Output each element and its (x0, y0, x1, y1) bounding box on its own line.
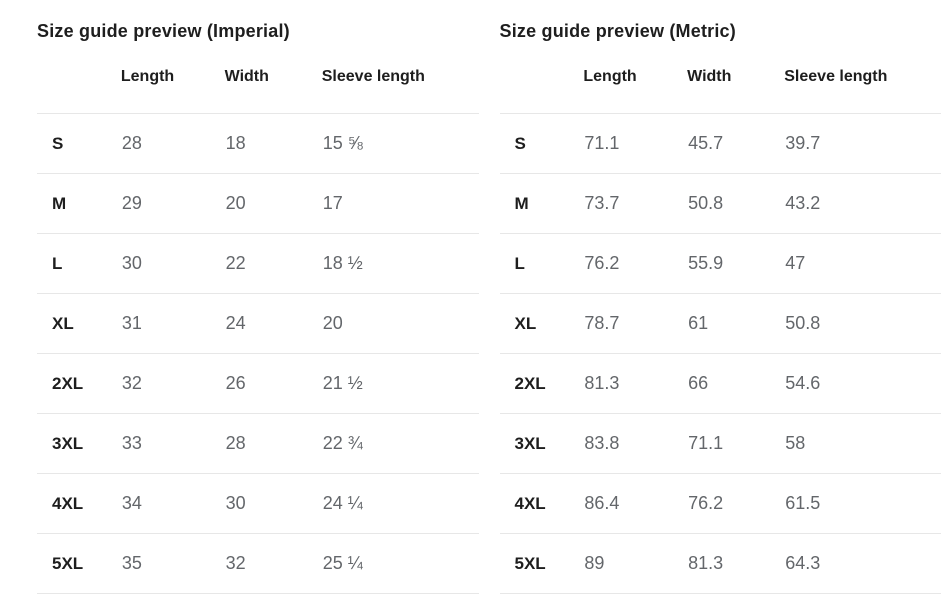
length-cell: 86.4 (583, 473, 688, 534)
length-cell: 89 (583, 533, 688, 594)
size-label-cell: 2XL (37, 353, 121, 414)
width-cell: 50.8 (687, 173, 785, 234)
table-row: L 30 22 18 ½ (37, 233, 479, 294)
length-cell: 33 (120, 413, 225, 474)
width-cell: 28 (224, 413, 322, 474)
table-row: 4XL 86.4 76.2 61.5 (499, 473, 941, 534)
table-row: XL 78.7 61 50.8 (499, 293, 941, 354)
sleeve-length-cell: 22 ¾ (321, 413, 479, 474)
sleeve-length-cell: 61.5 (784, 473, 941, 534)
size-label-cell: M (499, 173, 584, 234)
table-row: 3XL 83.8 71.1 58 (499, 413, 941, 474)
length-cell: 83.8 (583, 413, 688, 474)
length-cell: 76.2 (583, 233, 688, 294)
width-cell: 71.1 (687, 413, 785, 474)
column-header-width: Width (224, 42, 322, 114)
length-cell: 78.7 (583, 293, 688, 354)
width-cell: 26 (224, 353, 322, 414)
width-cell: 32 (224, 533, 322, 594)
size-label-cell: 5XL (499, 533, 584, 594)
table-row: M 73.7 50.8 43.2 (499, 173, 941, 234)
sleeve-length-cell: 58 (784, 413, 941, 474)
size-guide-panel-imperial: Size guide preview (Imperial) Length Wid… (37, 0, 479, 594)
size-label-cell: S (37, 113, 121, 174)
size-label-cell: 4XL (499, 473, 584, 534)
sleeve-length-cell: 54.6 (784, 353, 941, 414)
width-cell: 55.9 (687, 233, 785, 294)
size-table-metric: Length Width Sleeve length S 71.1 45.7 3… (499, 42, 941, 594)
width-cell: 81.3 (687, 533, 785, 594)
sleeve-length-cell: 25 ¼ (321, 533, 479, 594)
table-row: S 28 18 15 ⅝ (37, 113, 479, 174)
table-row: 2XL 81.3 66 54.6 (499, 353, 941, 414)
length-cell: 34 (120, 473, 225, 534)
length-cell: 32 (120, 353, 225, 414)
table-row: 5XL 35 32 25 ¼ (37, 533, 479, 594)
size-guide-panel-metric: Size guide preview (Metric) Length Width… (499, 0, 941, 594)
column-header-length: Length (583, 42, 688, 114)
table-row: 5XL 89 81.3 64.3 (499, 533, 941, 594)
size-label-cell: 3XL (37, 413, 121, 474)
length-cell: 30 (120, 233, 225, 294)
size-table-imperial: Length Width Sleeve length S 28 18 15 ⅝ … (37, 42, 479, 594)
width-cell: 24 (224, 293, 322, 354)
size-label-cell: 4XL (37, 473, 121, 534)
header-row: Length Width Sleeve length (37, 42, 479, 114)
header-row: Length Width Sleeve length (499, 42, 941, 114)
width-cell: 30 (224, 473, 322, 534)
size-label-cell: XL (37, 293, 121, 354)
width-cell: 45.7 (687, 113, 785, 174)
size-label-cell: 2XL (499, 353, 584, 414)
size-label-cell: 3XL (499, 413, 584, 474)
column-header-size (499, 42, 584, 114)
size-label-cell: 5XL (37, 533, 121, 594)
sleeve-length-cell: 20 (321, 293, 479, 354)
panel-title-metric: Size guide preview (Metric) (499, 21, 736, 41)
column-header-sleeve-length: Sleeve length (784, 42, 941, 114)
column-header-size (37, 42, 121, 114)
length-cell: 29 (120, 173, 225, 234)
width-cell: 20 (224, 173, 322, 234)
size-label-cell: L (499, 233, 584, 294)
table-row: 3XL 33 28 22 ¾ (37, 413, 479, 474)
width-cell: 76.2 (687, 473, 785, 534)
column-header-width: Width (687, 42, 785, 114)
length-cell: 35 (120, 533, 225, 594)
width-cell: 18 (224, 113, 322, 174)
size-label-cell: S (499, 113, 584, 174)
width-cell: 61 (687, 293, 785, 354)
sleeve-length-cell: 21 ½ (321, 353, 479, 414)
size-label-cell: XL (499, 293, 584, 354)
column-header-sleeve-length: Sleeve length (321, 42, 479, 114)
sleeve-length-cell: 39.7 (784, 113, 941, 174)
length-cell: 71.1 (583, 113, 688, 174)
sleeve-length-cell: 24 ¼ (321, 473, 479, 534)
table-row: 4XL 34 30 24 ¼ (37, 473, 479, 534)
size-label-cell: L (37, 233, 121, 294)
table-row: 2XL 32 26 21 ½ (37, 353, 479, 414)
table-row: S 71.1 45.7 39.7 (499, 113, 941, 174)
panel-title-imperial: Size guide preview (Imperial) (37, 21, 290, 41)
width-cell: 22 (224, 233, 322, 294)
sleeve-length-cell: 47 (784, 233, 941, 294)
length-cell: 73.7 (583, 173, 688, 234)
sleeve-length-cell: 64.3 (784, 533, 941, 594)
length-cell: 31 (120, 293, 225, 354)
length-cell: 28 (120, 113, 225, 174)
sleeve-length-cell: 43.2 (784, 173, 941, 234)
sleeve-length-cell: 17 (321, 173, 479, 234)
table-row: L 76.2 55.9 47 (499, 233, 941, 294)
sleeve-length-cell: 50.8 (784, 293, 941, 354)
sleeve-length-cell: 18 ½ (321, 233, 479, 294)
sleeve-length-cell: 15 ⅝ (321, 113, 479, 174)
table-row: M 29 20 17 (37, 173, 479, 234)
length-cell: 81.3 (583, 353, 688, 414)
table-row: XL 31 24 20 (37, 293, 479, 354)
size-label-cell: M (37, 173, 121, 234)
width-cell: 66 (687, 353, 785, 414)
column-header-length: Length (120, 42, 225, 114)
